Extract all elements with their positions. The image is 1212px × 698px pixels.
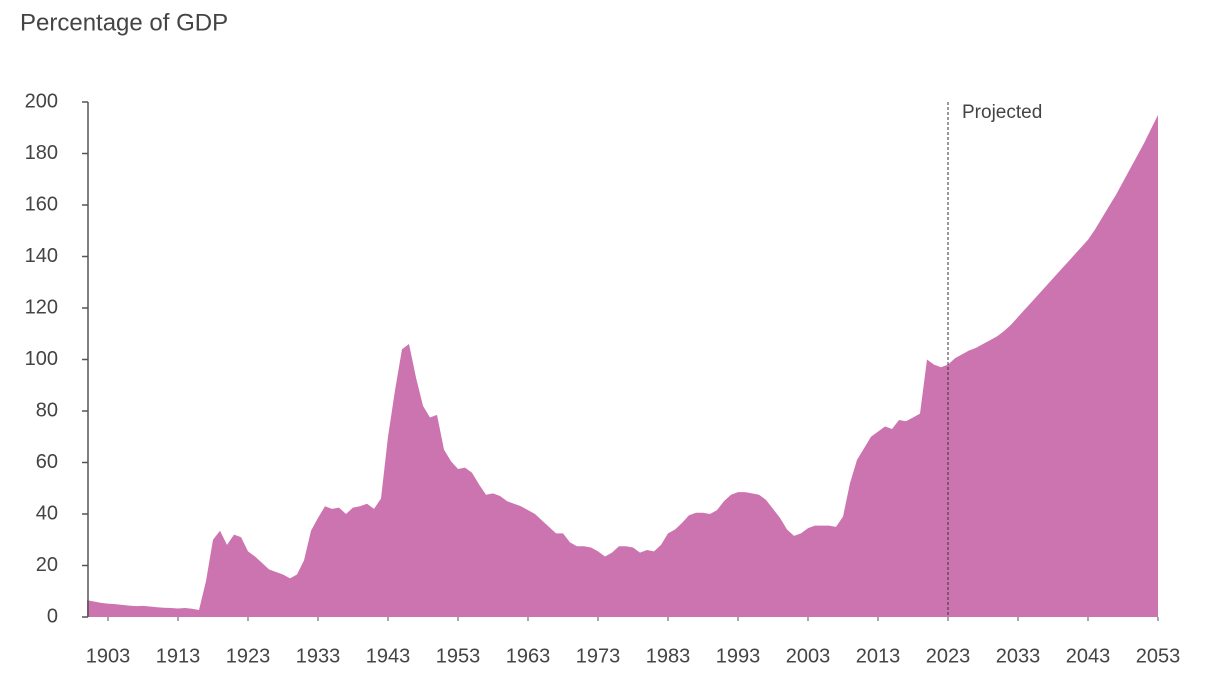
y-tick-label: 120 (25, 296, 58, 318)
x-tick-label: 1993 (716, 645, 761, 667)
x-tick-label: 1963 (506, 645, 551, 667)
y-tick-label: 0 (47, 605, 58, 627)
x-tick-label: 1923 (226, 645, 271, 667)
y-tick-label: 100 (25, 348, 58, 370)
x-tick-label: 2033 (996, 645, 1041, 667)
x-tick-label: 1973 (576, 645, 621, 667)
x-tick-label: 1913 (156, 645, 201, 667)
chart-title: Percentage of GDP (20, 9, 228, 36)
x-tick-label: 1983 (646, 645, 691, 667)
y-tick-label: 160 (25, 193, 58, 215)
x-tick-label: 2013 (856, 645, 901, 667)
x-tick-label: 1953 (436, 645, 481, 667)
x-tick-label: 1933 (296, 645, 341, 667)
y-tick-label: 60 (36, 451, 58, 473)
x-tick-label: 2023 (926, 645, 971, 667)
x-tick-label: 2053 (1136, 645, 1181, 667)
x-tick-label: 1943 (366, 645, 411, 667)
annotation: Projected (962, 102, 1042, 123)
x-tick-label: 1903 (86, 645, 131, 667)
y-tick-label: 80 (36, 399, 58, 421)
y-tick-label: 180 (25, 142, 58, 164)
y-tick-label: 40 (36, 502, 58, 524)
y-tick-label: 140 (25, 245, 58, 267)
y-tick-label: 200 (25, 90, 58, 112)
x-tick-label: 2003 (786, 645, 831, 667)
area (87, 114, 1158, 617)
x-tick-label: 2043 (1066, 645, 1111, 667)
y-tick-label: 20 (36, 554, 58, 576)
